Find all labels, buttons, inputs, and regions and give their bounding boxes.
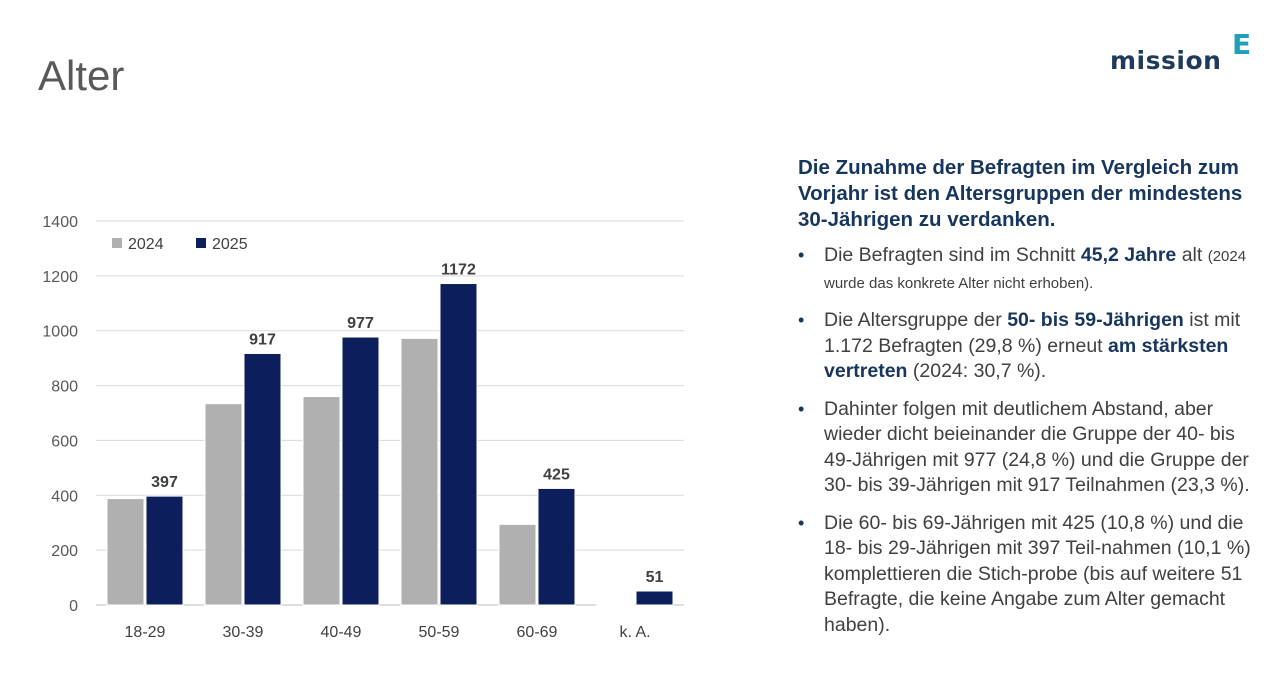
data-label: 977 — [347, 315, 374, 332]
bullet-icon: • — [798, 310, 805, 330]
bullet-note: (2024 wurde das konkrete Alter nicht erh… — [824, 248, 1247, 292]
x-tick-label: k. A. — [619, 624, 650, 641]
legend-swatch-2024 — [112, 238, 122, 248]
x-tick-label: 30-39 — [223, 624, 264, 641]
bullet-icon: • — [798, 245, 805, 265]
bullet-text: ist mit 1.172 Befragten (29,8 %) erneut — [824, 309, 1241, 357]
mission-e-logo: mission E — [1110, 28, 1252, 78]
bullet-icon: • — [798, 398, 805, 419]
bullet-text: alt — [1176, 244, 1208, 266]
bar-2024 — [596, 604, 635, 607]
panel-headline: Die Zunahme der Befragten im Vergleich z… — [798, 156, 1243, 231]
bullet-text: Die 60- bis 69-Jährigen mit 425 (10,8 %)… — [824, 511, 1251, 636]
logo-mark-icon: E — [1232, 28, 1252, 61]
bar-2025 — [341, 336, 380, 606]
bar-2025 — [243, 352, 282, 606]
data-label: 425 — [543, 466, 570, 483]
legend-label: 2024 — [128, 236, 164, 253]
legend-label: 2025 — [212, 236, 248, 253]
bar-2025 — [439, 283, 478, 606]
bullet-list: • Die Befragten sind im Schnitt 45,2 Jah… — [798, 243, 1258, 638]
logo-word: mission — [1110, 46, 1222, 75]
age-bar-chart: 0 200 400 600 800 1000 1200 1400 397 18-29 917 30-3… — [42, 214, 684, 641]
data-label: 1172 — [441, 262, 476, 279]
bullet-text: (2024: 30,7 %). — [907, 360, 1047, 382]
bar-2025 — [145, 495, 184, 606]
bar-2024 — [400, 337, 439, 606]
bullet-text: Dahinter folgen mit deutlichem Abstand, … — [824, 397, 1250, 497]
data-label: 397 — [151, 474, 178, 491]
y-tick-label: 1200 — [42, 269, 78, 286]
bar-2024 — [106, 498, 145, 606]
x-tick-label: 40-49 — [321, 624, 362, 641]
bullet-highlight: 45,2 Jahre — [1080, 244, 1177, 266]
bar-2024 — [204, 403, 243, 606]
x-tick-label: 18-29 — [125, 624, 166, 641]
legend-swatch-2025 — [196, 238, 206, 248]
bar-2025 — [537, 487, 576, 606]
bar-2024 — [302, 396, 341, 606]
y-tick-label: 1000 — [42, 324, 78, 341]
bullet-average-age: • Die Befragten sind im Schnitt 45,2 Jah… — [798, 243, 1258, 296]
bullet-highlight: am stärksten vertreten — [824, 334, 1229, 383]
data-label: 917 — [249, 331, 276, 348]
y-tick-label: 400 — [51, 488, 78, 505]
bar-2025 — [635, 590, 674, 606]
y-tick-label: 0 — [69, 598, 78, 615]
y-tick-label: 600 — [51, 433, 78, 450]
x-tick-label: 60-69 — [517, 624, 558, 641]
page-title: Alter — [38, 52, 125, 99]
bullet-highlight: 50- bis 59-Jährigen — [1007, 309, 1184, 331]
bullet-text: Die Altersgruppe der — [824, 309, 1008, 331]
y-tick-label: 200 — [51, 543, 78, 560]
y-tick-label: 800 — [51, 379, 78, 396]
y-tick-label: 1400 — [42, 214, 78, 231]
x-tick-label: 50-59 — [419, 624, 460, 641]
bullet-largest-group: • Die Altersgruppe der 50- bis 59-Jährig… — [798, 308, 1258, 385]
data-label: 51 — [646, 569, 664, 586]
bullet-icon: • — [798, 512, 805, 533]
bullet-text: Die Befragten sind im Schnitt — [824, 244, 1081, 266]
text-panel: Die Zunahme der Befragten im Vergleich z… — [798, 155, 1258, 650]
bullet-following-groups: • Dahinter folgen mit deutlichem Abstand… — [798, 397, 1258, 499]
bullet-remaining-groups: • Die 60- bis 69-Jährigen mit 425 (10,8 … — [798, 511, 1258, 639]
bar-2024 — [498, 523, 537, 606]
